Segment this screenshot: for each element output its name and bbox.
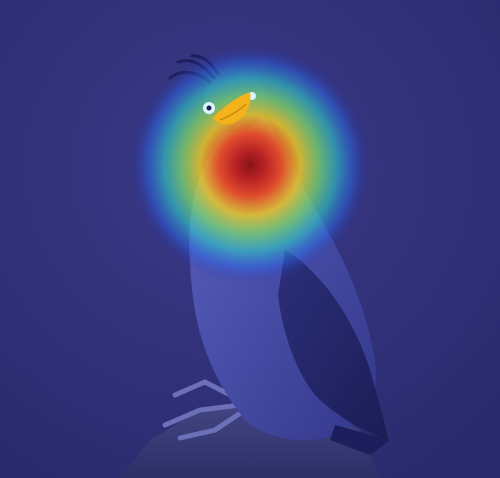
bird-beak bbox=[213, 92, 251, 125]
